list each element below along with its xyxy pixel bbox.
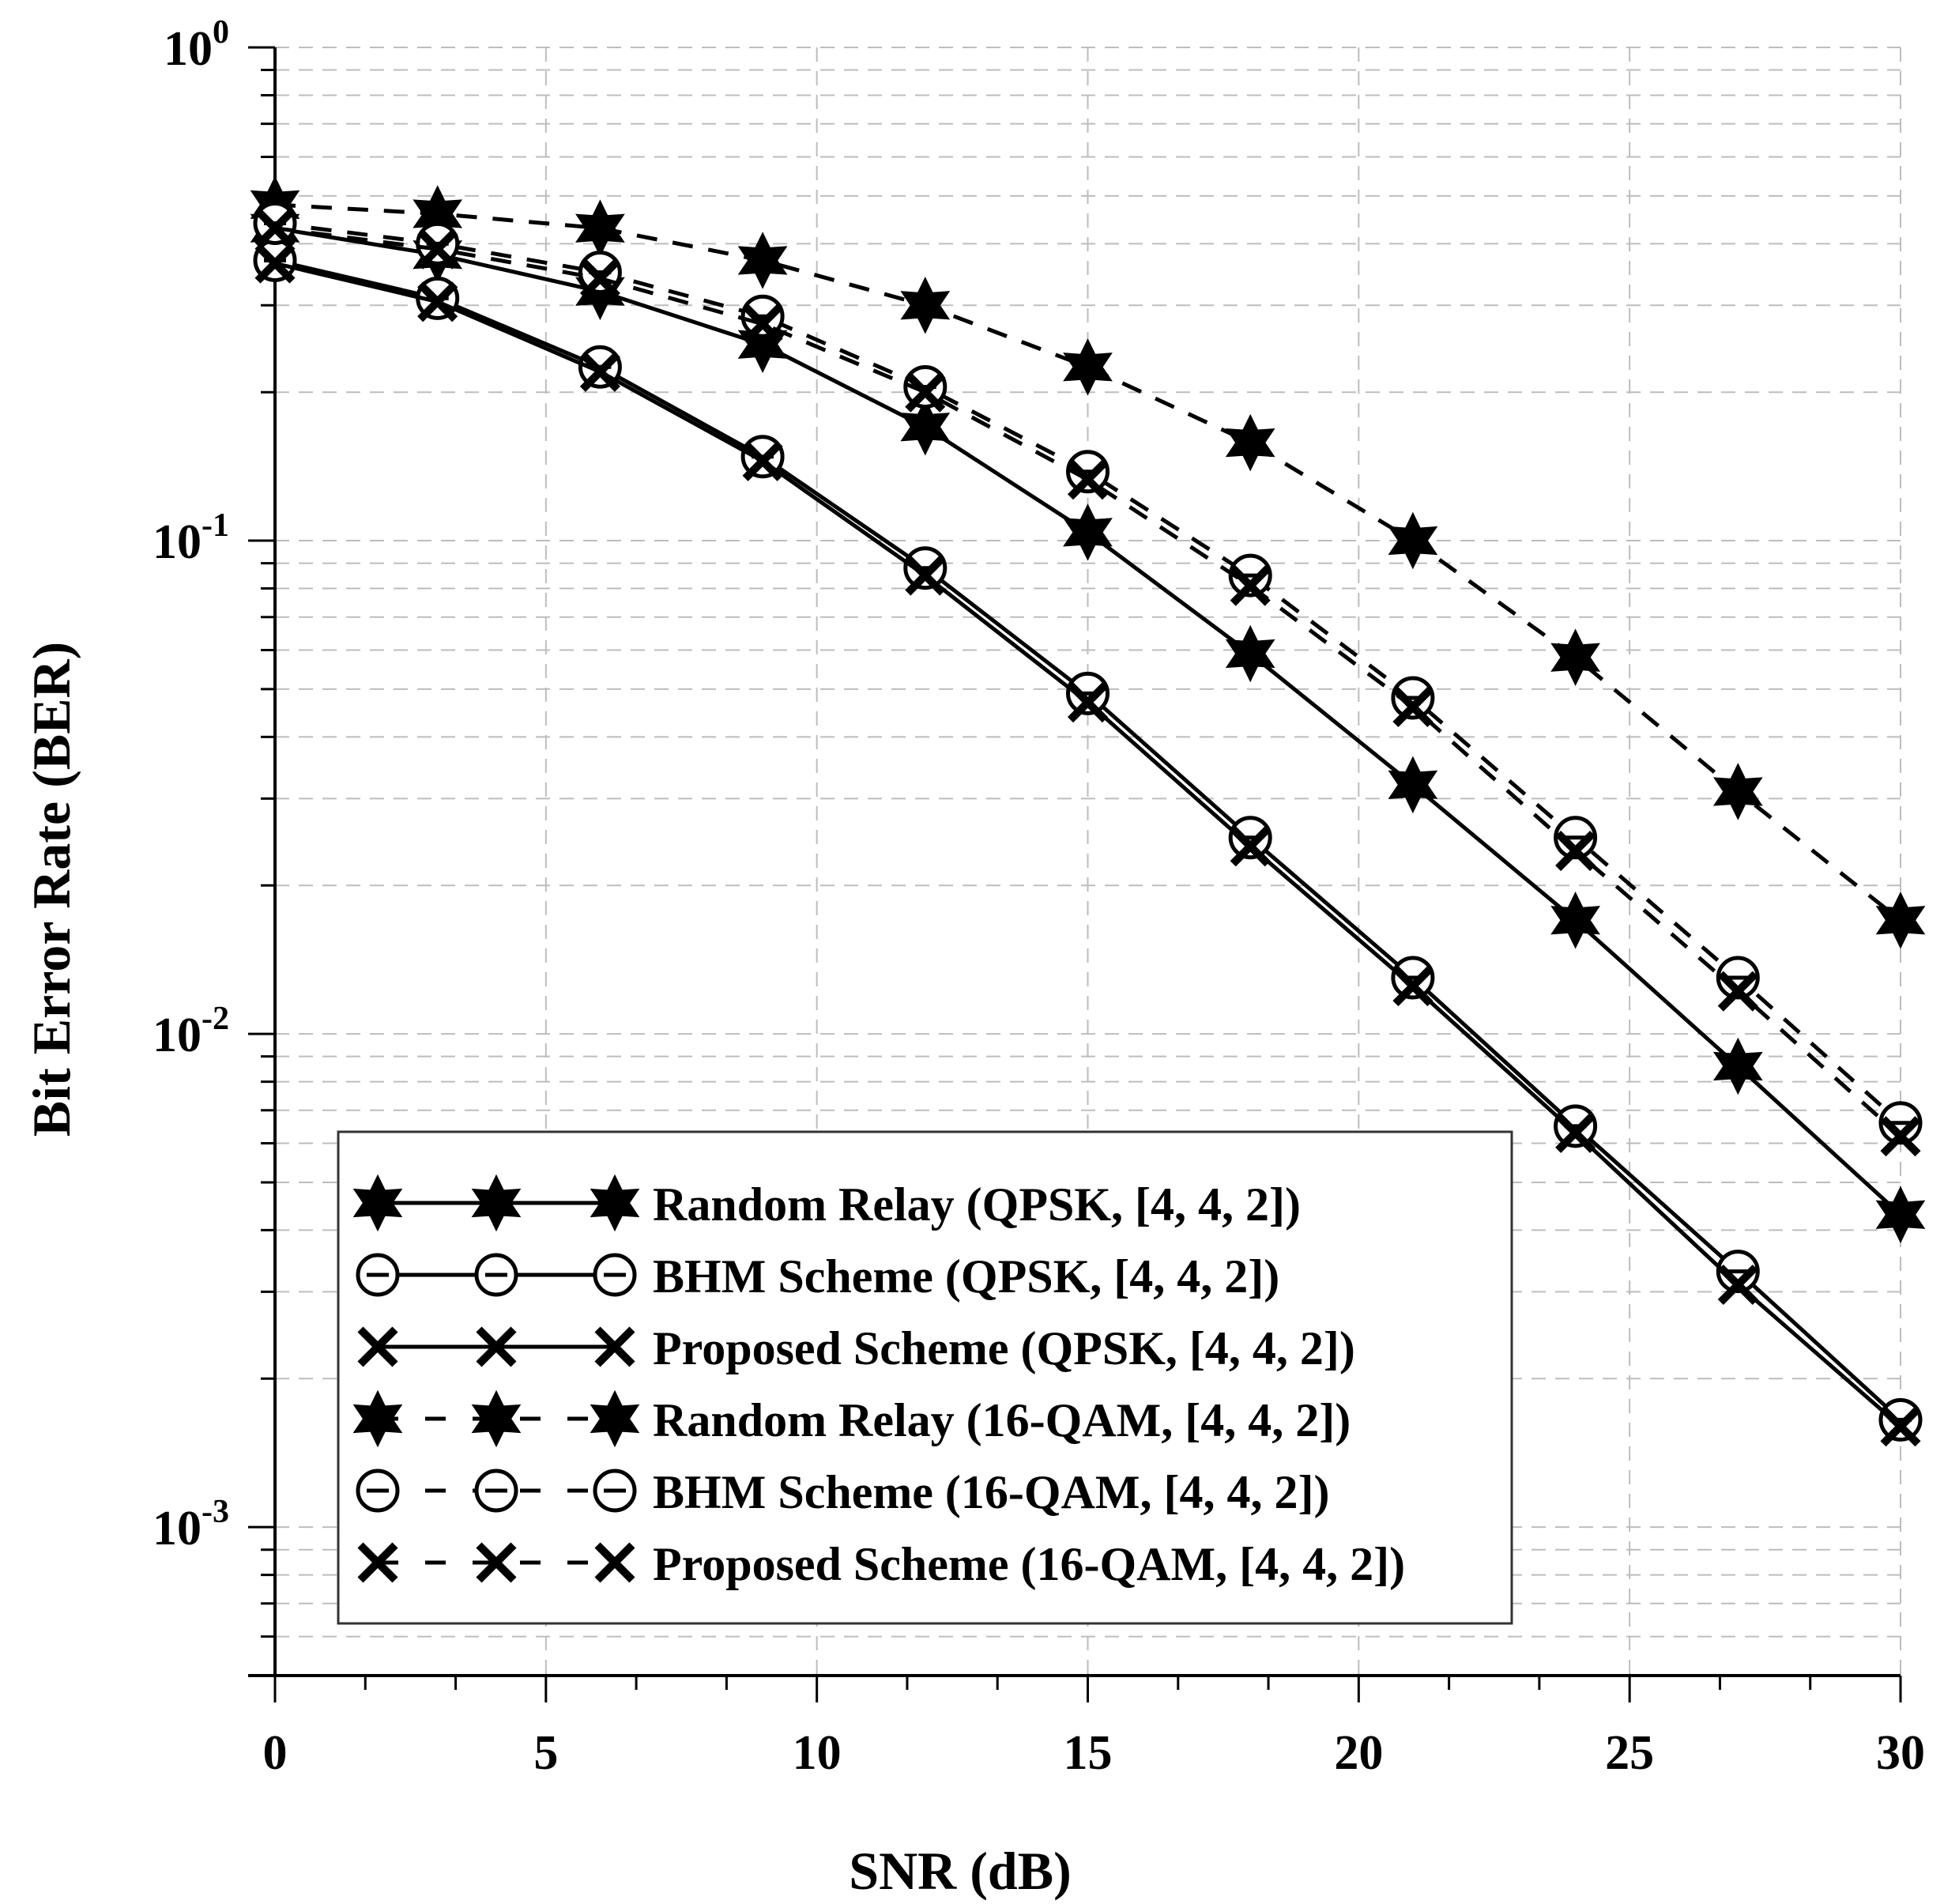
x-tick-label: 10: [793, 1726, 842, 1780]
legend-marker: [476, 1542, 517, 1583]
data-point: [1392, 966, 1434, 1007]
legend-marker: [471, 1174, 522, 1232]
data-point: [742, 304, 783, 345]
legend-label: Random Relay (QPSK, [4, 4, 2]): [653, 1178, 1301, 1231]
legend-label: Proposed Scheme (16-QAM, [4, 4, 2]): [653, 1538, 1405, 1590]
data-point: [1550, 628, 1600, 686]
legend-marker: [476, 1326, 517, 1367]
data-point: [1063, 338, 1113, 396]
legend-marker: [593, 1253, 637, 1297]
data-point: [1880, 1116, 1921, 1157]
legend-label: Proposed Scheme (QPSK, [4, 4, 2]): [653, 1322, 1355, 1374]
data-point: [1067, 682, 1109, 723]
legend-label: BHM Scheme (QPSK, [4, 4, 2]): [653, 1250, 1279, 1303]
legend-marker: [594, 1542, 635, 1583]
legend-entry: Random Relay (QPSK, [4, 4, 2]): [352, 1174, 1301, 1232]
data-point: [1878, 1101, 1923, 1145]
data-point: [1388, 756, 1438, 814]
data-point: [1392, 686, 1434, 728]
data-point: [1228, 553, 1272, 598]
data-point: [1716, 956, 1760, 1000]
data-point: [1554, 816, 1598, 860]
legend-marker: [357, 1326, 398, 1367]
data-point: [1875, 892, 1926, 949]
x-axis-label: SNR (dB): [849, 1841, 1072, 1901]
legend-marker: [474, 1253, 518, 1297]
legend-box: [337, 1130, 1513, 1625]
series-line: [274, 226, 1902, 1138]
data-point: [1555, 830, 1596, 872]
legend-marker: [471, 1389, 522, 1448]
data-point: [1875, 1186, 1926, 1244]
x-tick-label: 5: [533, 1726, 558, 1780]
legend-entry: Proposed Scheme (16-QAM, [4, 4, 2]): [357, 1538, 1405, 1590]
data-point: [1554, 1104, 1598, 1148]
legend-marker: [590, 1389, 640, 1448]
data-point: [1712, 763, 1763, 820]
y-axis-label: Bit Error Rate (BER): [21, 642, 81, 1137]
data-point: [905, 371, 946, 413]
x-tick-label: 0: [263, 1726, 288, 1780]
data-point: [737, 232, 788, 289]
data-point: [742, 440, 783, 481]
data-point: [1550, 892, 1600, 949]
data-point: [1230, 826, 1271, 867]
data-point: [1716, 1250, 1760, 1294]
legend-entry: Proposed Scheme (QPSK, [4, 4, 2]): [357, 1322, 1355, 1374]
legend-label: Random Relay (16-QAM, [4, 4, 2]): [653, 1394, 1351, 1446]
legend-entry: Random Relay (16-QAM, [4, 4, 2]): [352, 1389, 1351, 1448]
data-point: [1712, 1037, 1763, 1095]
data-point: [1555, 1112, 1596, 1153]
data-point: [579, 258, 620, 299]
y-tick-label: 10-1: [153, 507, 229, 569]
y-tick-label: 10-3: [153, 1494, 229, 1555]
axes: 0 5 10 15 20 25 30 100 10-1 10-2 10-3: [153, 14, 1925, 1780]
x-tick-label: 20: [1334, 1726, 1383, 1780]
data-point: [900, 277, 951, 334]
data-point: [417, 281, 458, 322]
x-tick-label: 15: [1064, 1726, 1113, 1780]
legend-entry: BHM Scheme (QPSK, [4, 4, 2]): [356, 1250, 1279, 1303]
legend-marker: [594, 1326, 635, 1367]
data-point: [579, 351, 620, 392]
series-line: [274, 202, 1902, 922]
y-tick-label: 10-2: [153, 1001, 229, 1062]
series-line: [274, 221, 1902, 1125]
data-point: [1225, 624, 1275, 683]
data-point: [737, 315, 788, 373]
legend-marker: [474, 1469, 518, 1513]
legend-marker: [356, 1469, 400, 1513]
legend-label: BHM Scheme (16-QAM, [4, 4, 2]): [653, 1466, 1329, 1518]
data-point: [1388, 511, 1438, 570]
data-point: [254, 208, 296, 249]
legend-marker: [590, 1174, 640, 1232]
data-point: [905, 555, 946, 596]
legend-marker: [356, 1253, 400, 1297]
data-point: [578, 251, 622, 295]
legend-entry: BHM Scheme (16-QAM, [4, 4, 2]): [356, 1466, 1329, 1518]
legend: Random Relay (QPSK, [4, 4, 2]) BHM Scheme…: [337, 1130, 1513, 1625]
data-point: [1717, 971, 1758, 1012]
x-tick-label: 30: [1876, 1726, 1925, 1780]
legend-marker: [593, 1469, 637, 1513]
series-6: [254, 208, 1921, 1157]
data-point: [1230, 565, 1271, 606]
data-point: [1063, 503, 1113, 561]
data-point: [417, 228, 458, 270]
data-point: [254, 243, 296, 284]
x-tick-label: 25: [1605, 1726, 1654, 1780]
data-point: [1880, 1406, 1921, 1447]
data-point: [900, 398, 951, 456]
data-point: [1067, 459, 1109, 500]
series-group: [250, 175, 1926, 1447]
legend-marker: [352, 1389, 403, 1448]
series-3: [254, 243, 1921, 1447]
data-point: [1878, 1397, 1923, 1442]
y-tick-label: 100: [164, 14, 229, 76]
data-point: [1225, 413, 1275, 472]
data-point: [1717, 1264, 1758, 1306]
legend-marker: [357, 1542, 398, 1583]
legend-marker: [352, 1174, 403, 1232]
